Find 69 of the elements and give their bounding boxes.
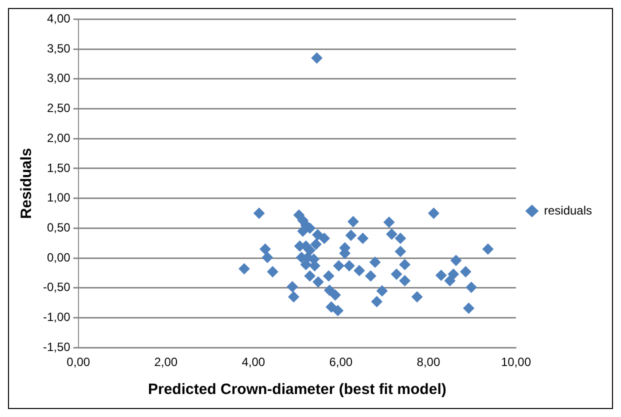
x-tick-label: 6,00 [329,355,353,370]
y-tick-label: -0,50 [42,280,71,294]
y-axis-title: Residuals [18,148,36,219]
point [444,275,456,286]
y-tick-label: 2,00 [46,130,71,145]
point [482,244,494,255]
x-axis-title: Predicted Crown-diameter (best fit model) [148,381,446,398]
y-tick-label: 0,50 [46,220,71,234]
point [333,260,344,272]
x-tick-label: 4,00 [242,355,266,370]
y-tick-label: 2,50 [46,101,71,116]
point [460,266,472,278]
point [326,302,337,312]
y-tick-label: -1,00 [42,310,71,324]
point [428,208,440,219]
point [391,268,402,280]
point [371,296,382,308]
point [267,266,278,278]
x-tick-label: 10,00 [500,355,532,370]
point [386,228,398,240]
point [399,259,410,270]
point [365,270,376,282]
point [318,232,330,244]
point [394,246,406,257]
point [310,238,322,250]
point [260,244,271,255]
point [370,256,381,268]
y-tick-label: 1,00 [46,190,71,205]
point [304,244,316,256]
point [394,232,406,244]
point [238,263,250,274]
point [311,52,322,64]
point [436,270,447,281]
point [354,265,365,276]
point [324,284,336,296]
point [297,226,308,237]
point [254,208,265,219]
y-tick-label: 0,00 [46,250,71,264]
y-tick-label: 4,00 [46,12,71,26]
point [304,270,316,282]
y-tick-label: -1,50 [42,340,71,354]
point [376,285,388,296]
point [312,229,324,240]
x-tick-label: 0,00 [66,355,90,370]
point [312,276,324,288]
x-tick-label: 2,00 [154,355,178,370]
point [412,291,423,302]
point [357,232,368,244]
y-tick-label: 1,50 [46,160,71,175]
point [288,291,300,302]
point [345,230,356,241]
x-tick-label: 8,00 [416,355,440,370]
point [300,259,312,270]
point [332,305,344,316]
y-tick-label: 3,00 [46,71,71,86]
point [348,216,359,228]
point [384,216,395,228]
point [286,281,298,292]
point [323,270,334,282]
y-tick-label: 3,50 [46,41,71,56]
point [399,275,410,286]
point [466,282,477,293]
point [330,290,341,301]
point [450,254,462,266]
point [262,252,273,263]
point [463,302,474,314]
legend-label: residuals [544,203,592,218]
point [448,268,459,280]
point [344,260,355,272]
